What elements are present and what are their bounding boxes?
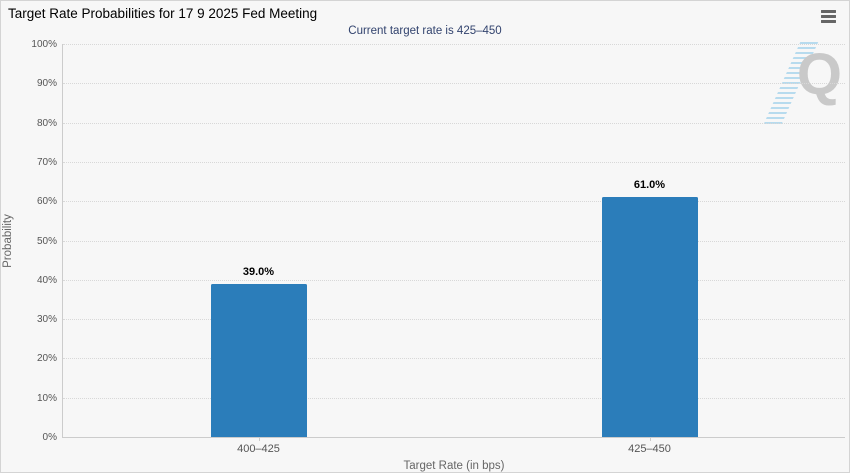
y-tick-label: 80%: [36, 117, 57, 129]
y-gridline: [63, 358, 845, 360]
y-gridline: [63, 397, 845, 399]
plot-area: Target Rate (in bps) 0% 10% 20% 30% 40% 50% 60…: [31, 39, 845, 472]
x-tick-mark: [258, 437, 260, 441]
y-gridline: [63, 161, 845, 163]
y-tick-label: 20%: [36, 353, 57, 365]
y-tick-label: 60%: [36, 196, 57, 208]
y-gridline: [63, 83, 845, 85]
y-tick-label: 40%: [36, 274, 57, 286]
y-gridline: [63, 240, 845, 242]
y-tick-label: 0%: [42, 432, 57, 443]
chart-subtitle: Current target rate is 425–450: [348, 25, 502, 37]
y-tick-label: 100%: [31, 39, 57, 50]
y-gridline: [63, 279, 845, 281]
y-tick-label: 90%: [36, 78, 57, 90]
hamburger-menu-icon: [820, 10, 836, 23]
y-tick-label: 70%: [36, 156, 57, 168]
y-gridline: [63, 319, 845, 321]
x-axis-title: Target Rate (in bps): [403, 460, 505, 472]
y-gridline: [63, 44, 845, 45]
y-gridline: [63, 201, 845, 203]
bar-value-label: 61.0%: [633, 179, 666, 192]
probability-bar[interactable]: [601, 197, 698, 437]
bar-value-label: 39.0%: [242, 265, 275, 278]
y-gridline: [63, 122, 845, 124]
x-tick-label: 400–425: [237, 443, 280, 455]
y-tick-label: 10%: [36, 392, 57, 404]
x-tick-label: 425–450: [628, 443, 671, 455]
y-tick-label: 50%: [36, 235, 57, 247]
context-menu-button[interactable]: [816, 7, 840, 27]
y-tick-label: 30%: [36, 314, 57, 326]
x-tick-mark: [649, 437, 651, 441]
probability-bar[interactable]: [210, 283, 307, 437]
chart-title: Target Rate Probabilities for 17 9 2025 …: [8, 6, 318, 21]
